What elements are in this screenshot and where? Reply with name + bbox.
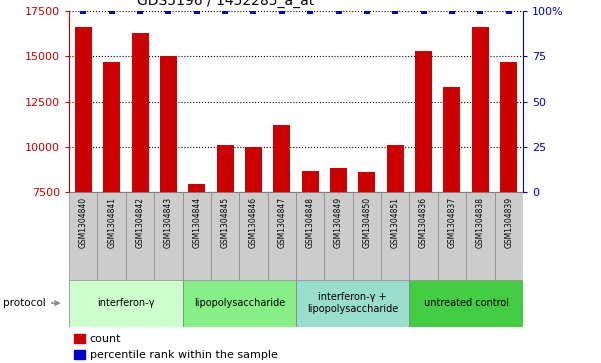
Text: GSM1304851: GSM1304851 [391,197,400,248]
Bar [69,192,97,280]
Bar [296,192,325,280]
Point [334,8,343,14]
Bar [273,125,290,329]
Bar [444,87,460,329]
Bar [302,171,319,329]
Bar [245,147,262,329]
Bar [267,192,296,280]
Point [249,8,258,14]
Bar [69,280,183,327]
Point [305,8,315,14]
Bar [472,27,489,329]
Bar [296,280,409,327]
Bar [387,145,404,329]
Bar [154,192,183,280]
Bar [353,192,381,280]
Bar [103,62,120,329]
Point [419,8,429,14]
Point [362,8,371,14]
Text: GSM1304844: GSM1304844 [192,197,201,248]
Text: untreated control: untreated control [424,298,508,308]
Point [391,8,400,14]
Text: GSM1304846: GSM1304846 [249,197,258,248]
Text: GSM1304843: GSM1304843 [164,197,173,248]
Bar [75,27,92,329]
Text: GSM1304837: GSM1304837 [448,197,457,248]
Text: protocol: protocol [4,298,59,308]
Text: count: count [90,334,121,344]
Point [504,8,513,14]
Text: GDS5196 / 1452285_a_at: GDS5196 / 1452285_a_at [137,0,314,8]
Text: GSM1304842: GSM1304842 [135,197,144,248]
Text: GSM1304841: GSM1304841 [107,197,116,248]
Bar [239,192,267,280]
Point [221,8,230,14]
Bar [211,192,239,280]
Bar [183,280,296,327]
Text: GSM1304836: GSM1304836 [419,197,428,248]
Bar [409,192,438,280]
Bar [74,334,85,343]
Bar [74,350,85,359]
Text: GSM1304839: GSM1304839 [504,197,513,248]
Bar [188,184,206,329]
Text: GSM1304845: GSM1304845 [221,197,230,248]
Bar [409,280,523,327]
Bar [381,192,409,280]
Text: interferon-γ: interferon-γ [97,298,154,308]
Text: GSM1304838: GSM1304838 [476,197,485,248]
Point [79,8,88,14]
Text: percentile rank within the sample: percentile rank within the sample [90,350,278,360]
Bar [216,145,234,329]
Bar [330,168,347,329]
Point [277,8,287,14]
Point [192,8,201,14]
Bar [466,192,495,280]
Point [447,8,457,14]
Text: interferon-γ +
lipopolysaccharide: interferon-γ + lipopolysaccharide [307,292,398,314]
Point [475,8,485,14]
Point [107,8,117,14]
Text: GSM1304849: GSM1304849 [334,197,343,248]
Point [163,8,173,14]
Text: GSM1304840: GSM1304840 [79,197,88,248]
Bar [132,33,148,329]
Text: lipopolysaccharide: lipopolysaccharide [194,298,285,308]
Bar [500,62,517,329]
Text: GSM1304848: GSM1304848 [306,197,315,248]
Point [135,8,145,14]
Bar [126,192,154,280]
Bar [325,192,353,280]
Text: GSM1304850: GSM1304850 [362,197,371,248]
Bar [438,192,466,280]
Bar [160,56,177,329]
Bar [415,51,432,329]
Text: GSM1304847: GSM1304847 [277,197,286,248]
Bar [183,192,211,280]
Bar [358,172,376,329]
Bar [97,192,126,280]
Bar [495,192,523,280]
